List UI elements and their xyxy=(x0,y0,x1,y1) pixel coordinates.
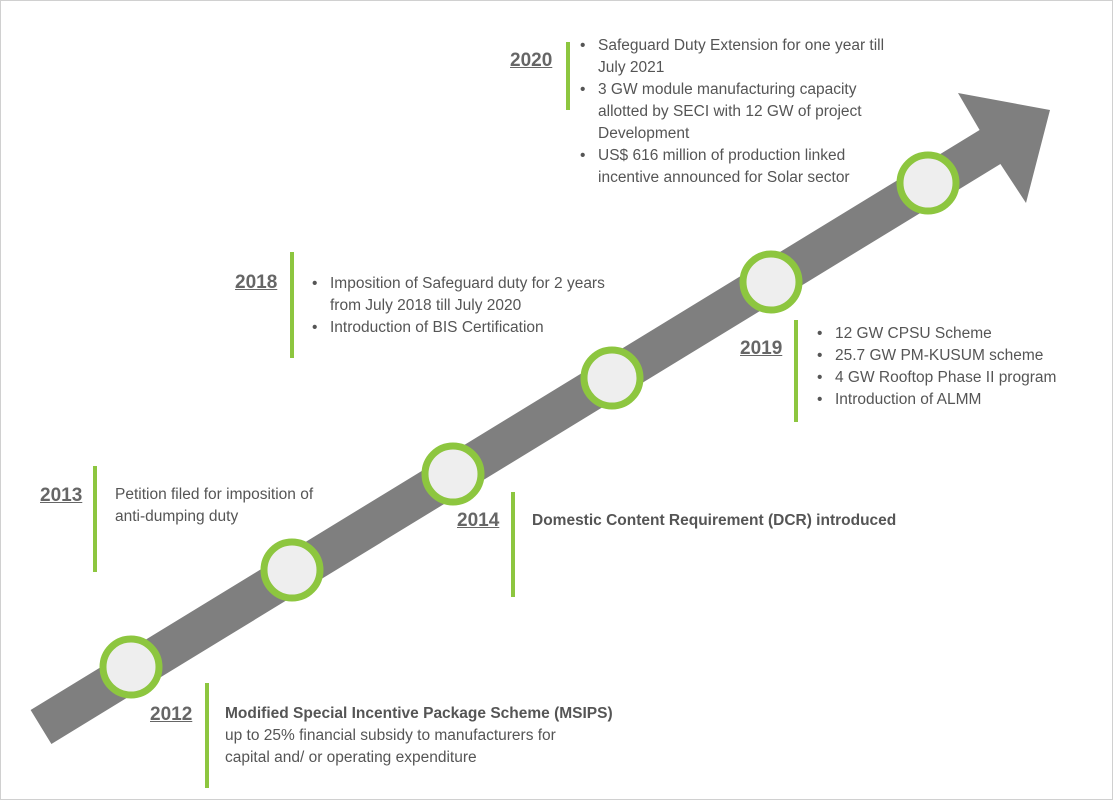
year: 2014 xyxy=(457,510,500,531)
node xyxy=(896,151,960,215)
bullet-line: Imposition of Safeguard duty for 2 years xyxy=(330,275,605,292)
text-line: anti-dumping duty xyxy=(115,508,239,525)
bullet-line: allotted by SECI with 12 GW of project xyxy=(598,103,862,120)
bullet: Introduction of ALMM xyxy=(815,389,1056,411)
divider xyxy=(794,320,798,422)
description: Domestic Content Requirement (DCR) intro… xyxy=(532,510,896,532)
bullet-line: from July 2018 till July 2020 xyxy=(330,297,522,314)
node xyxy=(739,250,803,314)
bullet: Safeguard Duty Extension for one year ti… xyxy=(578,35,884,79)
bullet-line: Introduction of ALMM xyxy=(835,391,982,408)
description: Modified Special Incentive Package Schem… xyxy=(225,703,613,769)
divider xyxy=(93,466,97,572)
bullet-line: Introduction of BIS Certification xyxy=(330,319,544,336)
text-line: capital and/ or operating expenditure xyxy=(225,749,477,766)
bullet-line: July 2021 xyxy=(598,59,665,76)
bullet: Imposition of Safeguard duty for 2 years… xyxy=(310,273,605,317)
description: Petition filed for imposition of anti-dum… xyxy=(115,484,313,528)
node xyxy=(580,346,644,410)
year: 2012 xyxy=(150,704,193,725)
description: Safeguard Duty Extension for one year ti… xyxy=(578,35,884,189)
year: 2019 xyxy=(740,338,783,359)
description: 12 GW CPSU Scheme 25.7 GW PM-KUSUM scheme… xyxy=(815,323,1056,411)
node xyxy=(99,635,163,699)
bullet-line: US$ 616 million of production linked xyxy=(598,147,846,164)
bullet: 12 GW CPSU Scheme xyxy=(815,323,1056,345)
bullet: 25.7 GW PM-KUSUM scheme xyxy=(815,345,1056,367)
headline: Domestic Content Requirement (DCR) intro… xyxy=(532,510,896,532)
bullet-line: incentive announced for Solar sector xyxy=(598,169,850,186)
nodes xyxy=(99,151,960,699)
text-line: Petition filed for imposition of xyxy=(115,486,314,503)
bullet: Introduction of BIS Certification xyxy=(310,317,605,339)
bullet-line: 12 GW CPSU Scheme xyxy=(835,325,992,342)
year: 2013 xyxy=(40,485,83,506)
node xyxy=(421,442,485,506)
arrow xyxy=(30,93,1051,744)
bullet-line: 4 GW Rooftop Phase II program xyxy=(835,369,1057,386)
headline: Modified Special Incentive Package Schem… xyxy=(225,703,613,725)
node xyxy=(260,538,324,602)
year: 2020 xyxy=(510,50,553,71)
bullet-line: Development xyxy=(598,125,690,142)
bullet: 4 GW Rooftop Phase II program xyxy=(815,367,1056,389)
bullet-line: Safeguard Duty Extension for one year ti… xyxy=(598,37,885,54)
year: 2018 xyxy=(235,272,278,293)
bullet: US$ 616 million of production linked ince… xyxy=(578,145,884,189)
headline-text: Modified Special Incentive Package Schem… xyxy=(225,705,613,722)
description: Imposition of Safeguard duty for 2 years… xyxy=(310,273,605,339)
divider xyxy=(566,42,570,110)
divider xyxy=(205,683,209,788)
bullet-line: 25.7 GW PM-KUSUM scheme xyxy=(835,347,1044,364)
divider xyxy=(511,492,515,597)
bullet-line: 3 GW module manufacturing capacity xyxy=(598,81,857,98)
text-line: up to 25% financial subsidy to manufactu… xyxy=(225,727,556,744)
bullet: 3 GW module manufacturing capacity allott… xyxy=(578,79,884,145)
headline-text: Domestic Content Requirement (DCR) intro… xyxy=(532,512,897,529)
divider xyxy=(290,252,294,358)
